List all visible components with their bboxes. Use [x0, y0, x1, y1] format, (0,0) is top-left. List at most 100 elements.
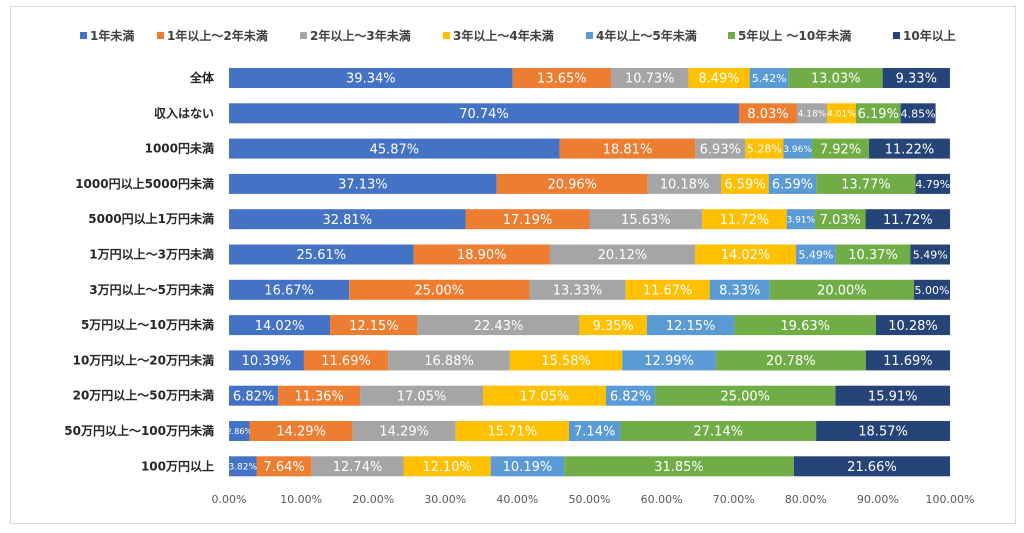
value-axis: 0.00% 10.00% 20.00% 30.00% 40.00% 50.00% 60.00… — [212, 493, 975, 506]
bar-segment-5-2 — [549, 244, 695, 265]
data-label-9-4: 6.82% — [610, 389, 651, 404]
data-label-10-0: 2.86% — [227, 427, 253, 436]
data-label-0-1: 13.65% — [537, 72, 587, 87]
x-tick-label-4: 40.00% — [496, 493, 538, 506]
data-label-11-0: 3.82% — [228, 463, 257, 473]
bar-segment-8-3 — [509, 350, 623, 371]
bar-segment-11-4 — [490, 456, 565, 477]
bar-segment-0-4 — [749, 68, 789, 88]
data-label-10-2: 14.29% — [379, 425, 429, 440]
data-label-6-1: 25.00% — [415, 283, 465, 298]
data-label-4-5: 7.03% — [820, 213, 861, 228]
bar-segment-0-2 — [611, 68, 689, 88]
data-label-0-0: 39.34% — [346, 72, 396, 87]
bar-segment-8-5 — [715, 350, 866, 371]
bar-segment-2-6 — [869, 138, 950, 159]
bar-segment-11-2 — [311, 456, 404, 477]
bar-segment-7-1 — [330, 315, 418, 336]
data-label-0-4: 5.42% — [752, 72, 787, 85]
bar-segment-4-5 — [814, 209, 866, 230]
data-label-0-6: 9.33% — [896, 72, 937, 87]
bar-segment-9-3 — [483, 385, 606, 406]
bar-segment-6-1 — [349, 279, 530, 300]
data-label-7-4: 12.15% — [666, 319, 716, 334]
data-label-3-1: 20.96% — [547, 178, 597, 193]
data-label-4-6: 11.72% — [883, 213, 933, 228]
data-label-8-5: 20.78% — [766, 354, 816, 369]
bar-segment-4-4 — [786, 209, 815, 230]
data-label-6-0: 16.67% — [264, 283, 314, 298]
bar-segment-6-3 — [625, 279, 710, 300]
bar-segment-9-2 — [360, 385, 484, 406]
bar-segment-8-6 — [865, 350, 950, 371]
data-label-8-4: 12.99% — [644, 354, 694, 369]
category-label-10: 50万円以上～100万円未満 — [64, 423, 214, 438]
bar-segment-2-5 — [811, 138, 870, 159]
data-label-0-2: 10.73% — [625, 72, 675, 87]
bar-segment-1-0 — [229, 103, 740, 124]
legend-swatch-2 — [300, 32, 307, 39]
data-label-7-1: 12.15% — [349, 319, 399, 334]
data-label-11-4: 10.19% — [503, 460, 553, 475]
bar-segment-5-1 — [413, 244, 550, 265]
legend-label-6: 10年以上 — [903, 28, 956, 43]
data-label-6-4: 8.33% — [719, 283, 760, 298]
data-label-5-2: 20.12% — [598, 248, 648, 263]
bar-segment-10-0 — [229, 421, 250, 441]
data-label-10-5: 27.14% — [693, 425, 743, 440]
bar-segment-3-1 — [496, 173, 648, 194]
data-label-1-6: 4.85% — [901, 107, 936, 120]
category-label-7: 5万円以上～10万円未満 — [81, 317, 214, 332]
legend-swatch-1 — [157, 32, 164, 39]
bar-segment-7-6 — [875, 315, 951, 336]
bar-segment-6-4 — [709, 279, 770, 300]
category-label-8: 10万円以上～20万円未満 — [73, 352, 214, 367]
bar-segment-11-0 — [229, 456, 257, 477]
bar-segment-10-4 — [568, 421, 621, 441]
bar-segment-3-0 — [229, 173, 497, 194]
data-label-4-0: 32.81% — [322, 213, 372, 228]
data-label-8-2: 16.88% — [424, 354, 474, 369]
legend-swatch-3 — [443, 32, 450, 39]
bar-segment-3-2 — [647, 173, 722, 194]
x-tick-label-9: 90.00% — [857, 493, 899, 506]
data-label-3-3: 6.59% — [724, 178, 765, 193]
x-tick-label-6: 60.00% — [641, 493, 683, 506]
bar-segment-4-0 — [229, 209, 466, 230]
data-label-2-4: 3.96% — [783, 145, 812, 155]
bar-segment-5-0 — [229, 244, 414, 265]
bar-segment-3-3 — [721, 173, 769, 194]
data-label-8-1: 11.69% — [321, 354, 371, 369]
data-label-5-1: 18.90% — [457, 248, 507, 263]
legend-label-1: 1年以上～2年未満 — [167, 28, 268, 43]
category-label-0: 全体 — [189, 70, 215, 85]
data-label-1-3: 4.01% — [827, 110, 856, 120]
bar-segment-4-3 — [702, 209, 787, 230]
bar-segment-10-2 — [352, 421, 456, 441]
data-label-2-2: 6.93% — [700, 142, 741, 157]
bar-segment-2-4 — [783, 138, 812, 159]
x-tick-label-10: 100.00% — [926, 493, 975, 506]
data-label-4-4: 3.91% — [786, 215, 815, 225]
bar-segment-4-2 — [589, 209, 703, 230]
data-label-0-5: 13.03% — [811, 72, 861, 87]
legend-swatch-0 — [80, 32, 87, 39]
x-tick-label-8: 80.00% — [785, 493, 827, 506]
bar-segment-5-4 — [796, 244, 836, 265]
data-label-8-3: 15.58% — [541, 354, 591, 369]
category-label-1: 収入はない — [154, 106, 214, 120]
data-label-11-5: 31.85% — [654, 460, 704, 475]
data-label-2-3: 5.28% — [747, 143, 782, 156]
bar-segment-6-2 — [529, 279, 626, 300]
bar-segment-4-6 — [865, 209, 951, 230]
bar-segment-3-4 — [768, 173, 817, 194]
bar-segment-10-5 — [620, 421, 817, 441]
bar-segment-11-5 — [564, 456, 794, 477]
data-label-9-6: 15.91% — [868, 389, 918, 404]
legend-label-4: 4年以上～5年未満 — [596, 28, 697, 43]
legend-swatch-4 — [586, 32, 593, 39]
data-label-10-4: 7.14% — [574, 425, 615, 440]
data-label-3-2: 10.18% — [660, 178, 710, 193]
